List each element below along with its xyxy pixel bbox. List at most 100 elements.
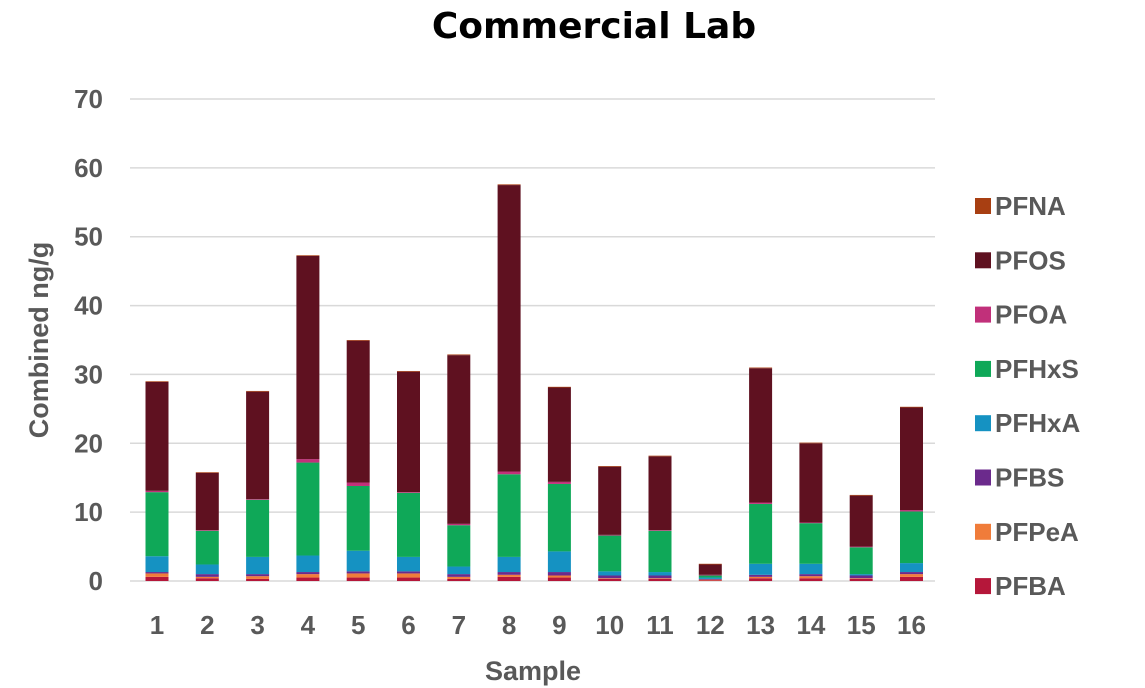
bar-segment-pfhxa	[648, 572, 672, 576]
x-tick-label: 11	[646, 610, 674, 640]
bar-segment-pfba	[648, 578, 672, 581]
bar-segment-pfhxs	[648, 530, 672, 573]
bar-segment-pfhxs	[397, 492, 420, 557]
bar-segment-pfna	[849, 494, 873, 496]
bar-segment-pfna	[900, 406, 923, 408]
bar-segment-pfba	[346, 577, 370, 581]
legend-label-pfoa: PFOA	[995, 300, 1067, 330]
y-axis-ticks: 0 10 20 30 40 50 60 70	[74, 84, 103, 596]
bar-segment-pfpea	[296, 574, 320, 578]
bar-segment-pfna	[547, 386, 571, 388]
x-tick-label: 1	[150, 610, 164, 640]
bar-segment-pfba	[598, 578, 622, 581]
bar-segment-pfna	[698, 563, 722, 565]
bar-segment-pfhxs	[497, 474, 521, 557]
bar-segment-pfbs	[900, 572, 923, 575]
bar-segment-pfbs	[497, 572, 521, 575]
bar-segment-pfpea	[447, 576, 471, 579]
legend-swatch-pfna	[975, 198, 991, 214]
bar-segment-pfba	[246, 578, 270, 581]
bar-segment-pfbs	[749, 574, 773, 577]
bar-segment-pfos	[900, 407, 923, 511]
x-tick-label: 4	[301, 610, 316, 640]
bar-segment-pfbs	[698, 578, 722, 580]
bar-segment-pfbs	[648, 575, 672, 579]
bar-segment-pfbs	[246, 574, 270, 577]
x-tick-label: 13	[746, 610, 775, 640]
bar-segment-pfhxa	[698, 577, 722, 579]
legend-label-pfhxs: PFHxS	[995, 354, 1079, 384]
legend-swatch-pfhxs	[975, 360, 991, 377]
bar-segment-pfhxs	[195, 530, 219, 565]
bar-segment-pfhxa	[799, 563, 823, 575]
y-tick-label: 50	[74, 222, 103, 252]
bar-segment-pfoa	[145, 490, 169, 493]
bar-segment-pfoa	[547, 481, 571, 484]
x-tick-label: 8	[502, 610, 516, 640]
x-tick-label: 9	[552, 610, 566, 640]
bar-segment-pfpea	[547, 575, 571, 578]
y-tick-label: 10	[74, 497, 103, 527]
bar-segment-pfhxa	[346, 550, 370, 572]
bar-segment-pfna	[598, 466, 622, 467]
bar-segment-pfna	[648, 455, 672, 457]
bar-segment-pfoa	[397, 492, 420, 493]
bar-segment-pfhxa	[749, 563, 773, 575]
legend-swatch-pfpea	[975, 523, 991, 540]
bar-segment-pfhxs	[145, 492, 169, 557]
bar-segment-pfoa	[900, 510, 923, 512]
y-tick-label: 60	[74, 153, 103, 183]
legend-label-pfba: PFBA	[995, 571, 1066, 601]
bar-segment-pfna	[195, 472, 219, 473]
legend-label-pfna: PFNA	[995, 191, 1066, 221]
bar-segment-pfpea	[145, 573, 169, 577]
bar-segment-pfna	[497, 184, 521, 186]
legend-swatch-pfoa	[975, 306, 991, 323]
bar-segment-pfhxa	[849, 574, 873, 576]
legend-label-pfos: PFOS	[995, 245, 1066, 275]
bar-segment-pfos	[447, 355, 471, 524]
bar-segment-pfoa	[849, 546, 873, 548]
bar-segment-pfoa	[447, 523, 471, 526]
bar-segment-pfhxs	[849, 547, 873, 575]
bar-segment-pfos	[346, 340, 370, 483]
bar-segment-pfba	[698, 580, 722, 581]
x-tick-label: 14	[796, 610, 825, 640]
bar-segment-pfpea	[648, 578, 672, 579]
bar-segment-pfba	[497, 576, 521, 581]
bar-segment-pfbs	[598, 575, 622, 579]
bar-segment-pfos	[246, 391, 270, 500]
x-tick-label: 7	[452, 610, 466, 640]
bar-segment-pfhxa	[598, 571, 622, 576]
bar-segment-pfoa	[246, 499, 270, 500]
bar-segment-pfhxa	[397, 556, 420, 572]
bar-segment-pfos	[698, 564, 722, 575]
bar-segment-pfbs	[195, 574, 219, 577]
bar-segment-pfhxa	[195, 564, 219, 575]
bar-segment-pfhxa	[497, 556, 521, 573]
y-tick-label: 40	[74, 291, 103, 321]
bar-segment-pfhxa	[246, 556, 270, 575]
bar-segment-pfoa	[648, 530, 672, 531]
x-tick-label: 10	[595, 610, 624, 640]
bar-segment-pfna	[346, 340, 370, 341]
bar-segment-pfbs	[397, 571, 420, 574]
bars	[145, 184, 923, 581]
bar-segment-pfoa	[799, 522, 823, 524]
bar-segment-pfba	[547, 577, 571, 581]
legend-label-pfpea: PFPeA	[995, 517, 1079, 547]
bar-segment-pfba	[195, 578, 219, 581]
bar-segment-pfpea	[346, 573, 370, 578]
bar-segment-pfbs	[447, 574, 471, 577]
bar-segment-pfos	[195, 472, 219, 531]
x-tick-label: 3	[250, 610, 264, 640]
bar-segment-pfoa	[497, 471, 521, 475]
x-tick-label: 15	[847, 610, 876, 640]
bar-segment-pfhxs	[698, 575, 722, 578]
bar-segment-pfba	[145, 576, 169, 581]
bar-segment-pfba	[849, 578, 873, 581]
bar-segment-pfpea	[497, 574, 521, 577]
bar-segment-pfna	[246, 390, 270, 392]
bar-segment-pfhxs	[598, 535, 622, 572]
